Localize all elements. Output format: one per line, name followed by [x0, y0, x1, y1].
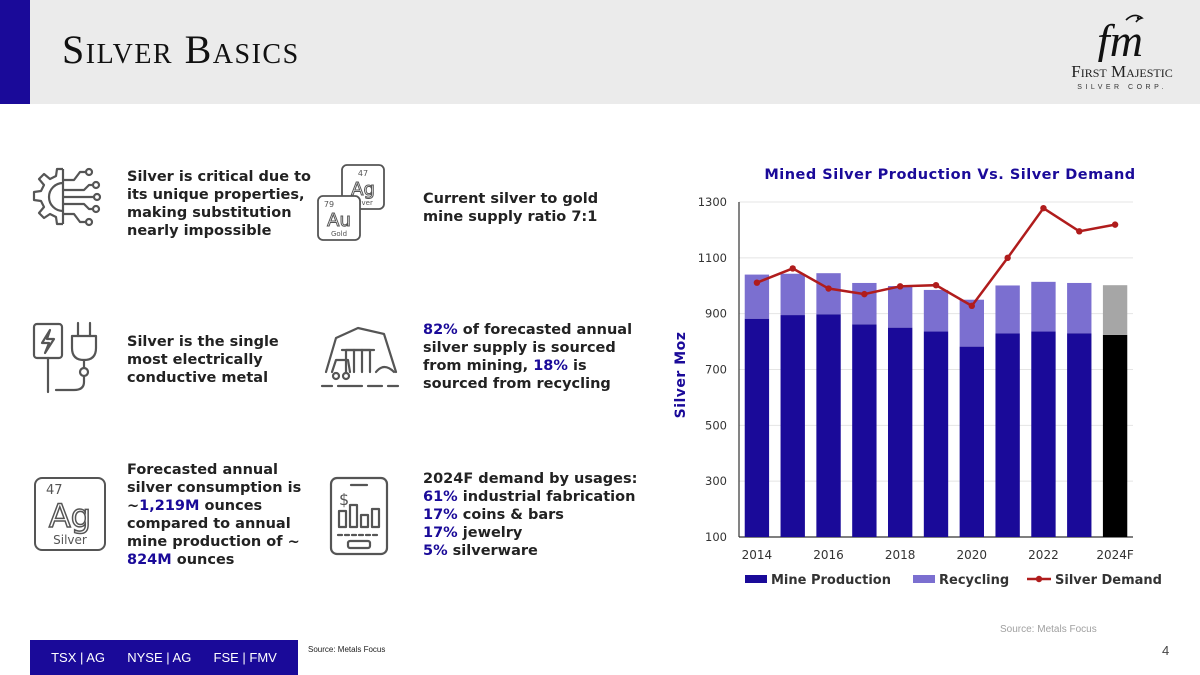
bar-mine-production — [744, 318, 770, 537]
header-accent-bar — [0, 0, 30, 104]
ticker-nyse: NYSE | AG — [127, 650, 192, 665]
feature-demand-usages: 2024F demand by usages: 61% industrial f… — [423, 471, 638, 559]
silver-demand-point — [1004, 254, 1011, 262]
mine-cart-icon — [320, 326, 400, 388]
silver-demand-point — [896, 283, 904, 290]
feature-conductive-metal: Silver is the single most electrically c… — [127, 334, 279, 386]
svg-text:79: 79 — [324, 200, 334, 209]
silver-demand-point — [1076, 228, 1083, 235]
svg-text:Silver: Silver — [53, 533, 87, 547]
svg-text:Au: Au — [327, 210, 351, 231]
bar-mine-production — [1067, 333, 1092, 537]
bar-mine-production — [1102, 334, 1128, 537]
legend-swatch — [745, 575, 767, 583]
fm-monogram-icon: fm — [1097, 14, 1144, 66]
feature-consumption-vs-production: Forecasted annual silver consumption is … — [127, 462, 302, 568]
legend-label: Silver Demand — [1055, 573, 1162, 588]
silver-demand-point — [825, 285, 832, 292]
silver-demand-point — [753, 279, 761, 286]
company-logo: fm First Majestic SILVER CORP. — [1052, 10, 1192, 98]
bar-recycling — [888, 286, 913, 328]
svg-text:Silver: Silver — [353, 199, 373, 207]
x-tick-label: 2020 — [957, 548, 988, 562]
y-tick-label: 900 — [705, 307, 727, 321]
x-tick-label: 2024F — [1096, 548, 1134, 562]
silver-demand-point — [968, 302, 976, 310]
ticker-tsx: TSX | AG — [51, 650, 106, 665]
logo-subtitle: SILVER CORP. — [1077, 84, 1167, 91]
logo-name: First Majestic — [1071, 62, 1173, 81]
svg-text:fm: fm — [1097, 15, 1143, 62]
gear-circuit-icon — [32, 167, 102, 227]
svg-text:Gold: Gold — [331, 230, 347, 238]
bar-mine-production — [959, 346, 984, 537]
silver-demand-point — [932, 281, 940, 289]
chart-title: Mined Silver Production Vs. Silver Deman… — [764, 167, 1135, 183]
feature-supply-sources: 82% of forecasted annual silver supply i… — [423, 322, 633, 392]
bar-mine-production — [852, 324, 877, 537]
bar-recycling — [1102, 285, 1128, 335]
y-tick-label: 1300 — [698, 195, 727, 209]
x-tick-label: 2014 — [742, 548, 773, 562]
electric-plug-icon — [32, 321, 98, 394]
legend-swatch-marker — [1035, 575, 1043, 583]
svg-text:47: 47 — [358, 169, 368, 178]
bar-recycling — [923, 289, 949, 332]
legend-label: Mine Production — [771, 573, 891, 588]
silver-demand-point — [1111, 221, 1119, 228]
x-tick-label: 2016 — [813, 548, 844, 562]
feature-critical-properties: Silver is critical due to its unique pro… — [127, 169, 312, 239]
y-tick-label: 500 — [705, 418, 727, 432]
feature-silver-gold-ratio: Current silver to gold mine supply ratio… — [423, 191, 599, 225]
x-tick-label: 2018 — [885, 548, 916, 562]
y-axis-label: Silver Moz — [673, 332, 689, 419]
svg-text:Ag: Ag — [351, 179, 375, 200]
bar-recycling — [780, 273, 805, 316]
svg-text:Ag: Ag — [49, 497, 91, 535]
tablet-finance-icon: $ — [329, 476, 389, 556]
x-tick-label: 2022 — [1028, 548, 1059, 562]
bar-recycling — [816, 273, 841, 315]
bar-mine-production — [923, 331, 949, 537]
y-tick-label: 1100 — [698, 251, 727, 265]
silver-production-demand-chart: Mined Silver Production Vs. Silver Deman… — [673, 167, 1162, 588]
bar-mine-production — [888, 327, 913, 537]
header-bar — [0, 0, 1200, 104]
legend-label: Recycling — [939, 573, 1009, 588]
bar-mine-production — [780, 315, 805, 537]
footer-ticker-bar: TSX | AG NYSE | AG FSE | FMV — [30, 640, 298, 675]
bar-mine-production — [1031, 331, 1056, 537]
silver-demand-point — [1040, 204, 1047, 212]
svg-text:$: $ — [339, 490, 349, 509]
bar-recycling — [852, 282, 877, 325]
page-title: Silver Basics — [62, 27, 300, 72]
bar-recycling — [1031, 281, 1056, 332]
footer-source-note: Source: Metals Focus — [308, 645, 386, 654]
bar-mine-production — [995, 333, 1020, 537]
y-tick-label: 100 — [705, 530, 727, 544]
ticker-fse: FSE | FMV — [213, 650, 277, 665]
svg-text:47: 47 — [46, 483, 63, 498]
y-tick-label: 700 — [705, 363, 727, 377]
silver-demand-point — [789, 265, 796, 272]
legend-swatch — [913, 575, 935, 583]
bar-mine-production — [816, 314, 841, 537]
page-number: 4 — [1162, 643, 1170, 658]
bar-recycling — [1067, 282, 1092, 334]
silver-demand-point — [861, 290, 868, 298]
chart-source-note: Source: Metals Focus — [1000, 624, 1097, 635]
silver-element-icon: 47 Ag Silver — [34, 477, 106, 551]
silver-gold-element-icon: 47 Ag Silver 79 Au Gold — [317, 164, 385, 241]
y-tick-label: 300 — [705, 474, 727, 488]
bar-recycling — [995, 285, 1020, 334]
